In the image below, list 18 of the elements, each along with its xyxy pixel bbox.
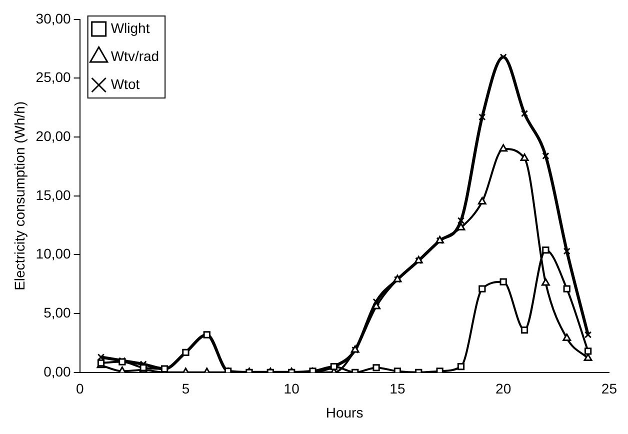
legend-label: Wtot <box>110 76 140 92</box>
y-tick-label: 30,00 <box>36 10 72 26</box>
x-tick-label: 10 <box>284 380 300 397</box>
y-tick-label: 0,00 <box>44 363 72 380</box>
x-tick-label: 25 <box>601 380 618 397</box>
y-tick-label: 5,00 <box>44 304 72 320</box>
x-tick-label: 20 <box>496 380 512 397</box>
y-tick-label: 25,00 <box>36 69 72 86</box>
x-tick-label: 5 <box>182 380 190 397</box>
x-axis-title: Hours <box>326 404 364 420</box>
y-tick-label: 10,00 <box>36 246 72 262</box>
x-tick-label: 15 <box>390 380 406 397</box>
x-tick-label: 0 <box>76 380 84 397</box>
y-tick-label: 15,00 <box>36 186 72 203</box>
y-axis-title: Electricity consumption (Wh/h) <box>11 101 28 290</box>
legend-label: Wtv/rad <box>110 48 160 64</box>
y-tick-label: 20,00 <box>36 128 72 144</box>
legend-label: Wlight <box>110 20 150 36</box>
